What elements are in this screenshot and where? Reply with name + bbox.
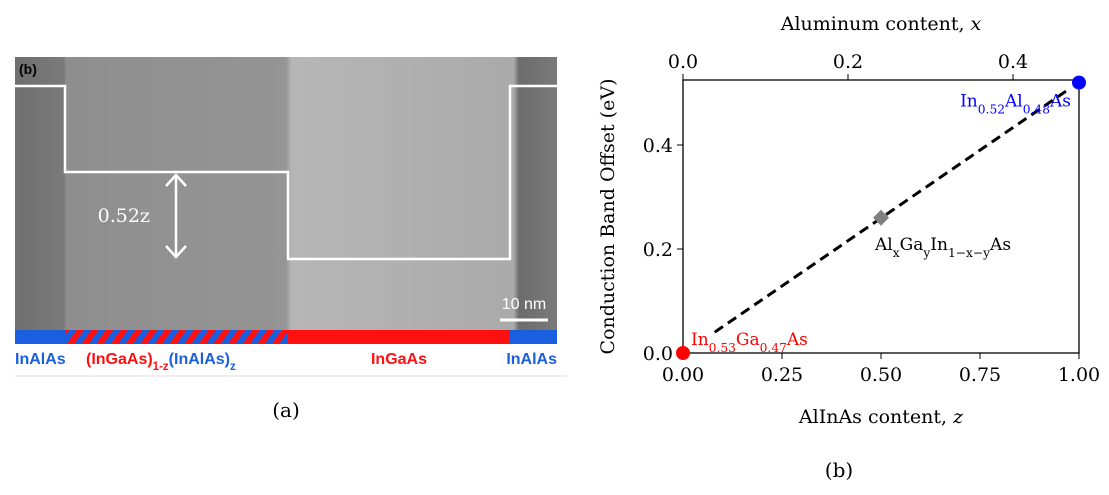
x2-tick-label: 0.0: [668, 51, 698, 73]
rich-label: AlxGayIn1−x−yAs: [874, 235, 1011, 260]
label-part: As: [786, 330, 808, 350]
rich-label: AlInAs content, z: [798, 406, 964, 428]
label-part: As: [1049, 92, 1071, 112]
label-part: (InAlAs): [169, 351, 230, 368]
rich-label: (InGaAs)1-z(InAlAs)z: [86, 351, 236, 373]
scale-label: 10 nm: [502, 296, 546, 313]
label-part: 1−x−y: [948, 246, 990, 260]
x2-tick-label: 0.4: [998, 51, 1028, 73]
y-axis-label: Conduction Band Offset (eV): [597, 79, 619, 355]
band-profile: [15, 84, 557, 261]
x-tick-label: 0.25: [761, 364, 803, 386]
label-part: 0.47: [760, 341, 787, 355]
label-part: x: [893, 246, 900, 260]
label-part: 0.48: [1023, 103, 1050, 117]
x2-tick-label: 0.2: [833, 51, 863, 73]
rich-label: In0.52Al0.48As: [960, 92, 1071, 117]
label-part: Aluminum content,: [780, 13, 965, 35]
label-part: In: [960, 92, 978, 112]
label-part: Ga: [736, 330, 760, 350]
label-part: z: [952, 406, 964, 428]
y-tick-label: 0.2: [643, 239, 673, 261]
label-part: (InGaAs): [86, 351, 153, 368]
layer-bar: [65, 330, 288, 344]
label-part: InAlAs: [506, 351, 557, 368]
rich-label: InGaAs: [371, 351, 427, 368]
label-part: Al: [874, 235, 893, 255]
label-part: z: [230, 361, 236, 373]
x-tick-label: 0.75: [959, 364, 1001, 386]
label-part: 0.52: [978, 103, 1005, 117]
layer-bar: [288, 330, 510, 344]
caption: (a): [272, 398, 300, 422]
label-part: Al: [1004, 92, 1023, 112]
micrograph: [15, 57, 557, 330]
label-part: As: [989, 235, 1011, 255]
point: [873, 209, 889, 226]
rich-label: InAlAs: [506, 351, 557, 368]
label-part: InAlAs: [15, 351, 66, 368]
fit-line: [713, 89, 1068, 334]
caption: (b): [825, 458, 853, 482]
label-part: InGaAs: [371, 351, 427, 368]
offset-label: 0.52z: [98, 205, 150, 227]
rich-label: InAlAs: [15, 351, 66, 368]
label-part: In: [930, 235, 948, 255]
label-part: Ga: [900, 235, 924, 255]
label-part: x: [971, 13, 982, 35]
label-part: 0.53: [709, 341, 736, 355]
point: [676, 346, 690, 360]
rich-label: In0.53Ga0.47As: [691, 330, 808, 355]
y-tick-label: 0.4: [643, 135, 673, 157]
label-part: y: [922, 246, 930, 260]
x-tick-label: 0.50: [860, 364, 902, 386]
label-part: 1-z: [153, 361, 169, 373]
label-part: AlInAs content,: [798, 406, 947, 428]
layer-bar: [510, 330, 557, 344]
rich-label: Aluminum content, x: [780, 13, 982, 35]
layer-bar: [15, 330, 65, 344]
offset-arrow: [165, 173, 187, 259]
x-tick-label: 0.00: [662, 364, 704, 386]
label-part: In: [691, 330, 709, 350]
x-tick-label: 1.00: [1058, 364, 1100, 386]
tem-image: (b) 0.52z 10 nm (a): [15, 57, 567, 422]
point: [1072, 75, 1086, 90]
panel-tag: (b): [19, 61, 37, 77]
y-tick-label: 0.0: [643, 343, 673, 365]
